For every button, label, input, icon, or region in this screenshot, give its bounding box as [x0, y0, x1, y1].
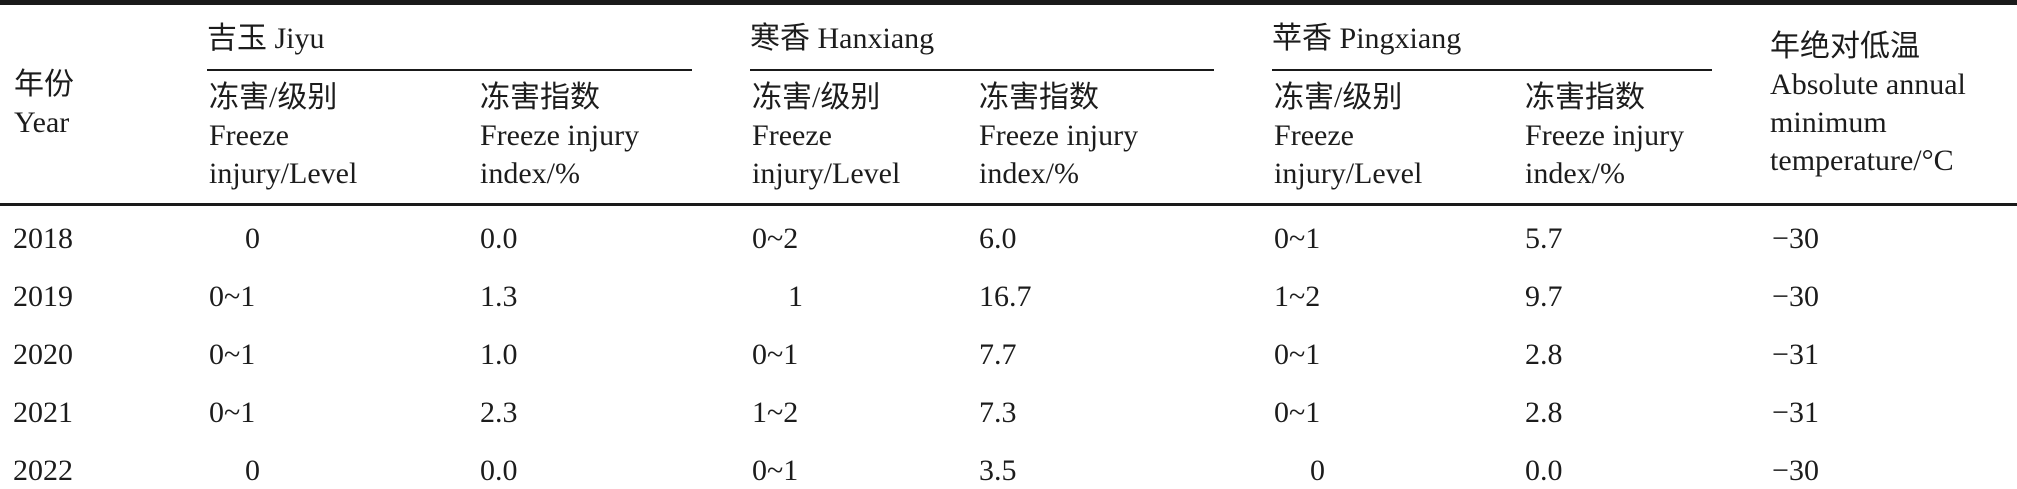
sub-index-en-1: Freeze injury: [1525, 119, 1685, 152]
cell-pingxiang-index: 5.7: [1525, 222, 1563, 255]
cell-jiyu-index: 1.0: [480, 338, 518, 371]
cell-jiyu-index: 0.0: [480, 454, 518, 487]
sub-index-en-2: index/%: [979, 157, 1079, 190]
cell-pingxiang-level: 0: [1310, 454, 1326, 487]
cell-jiyu-level: 0: [245, 454, 260, 487]
sub-index-en-1: Freeze injury: [979, 119, 1139, 152]
sub-header-row: 冻害/级别 Freeze injury/Level 冻害指数 Freeze in…: [0, 71, 2017, 206]
sub-level-en-1: Freeze: [752, 119, 832, 152]
cell-pingxiang-level: 0~1: [1274, 338, 1321, 371]
table-row-2021: 2021 0~1 2.3 1~2 7.3 0~1 2.8 −31: [0, 384, 2017, 442]
cell-hanxiang-level: 1~2: [752, 396, 799, 429]
year-header-en: Year: [14, 106, 70, 139]
table-header: 年份 Year 吉玉 Jiyu 寒香 Hanxiang 苹香 Pingxiang…: [0, 2, 2017, 206]
cell-temp: −30: [1772, 222, 1819, 255]
cell-year: 2018: [13, 222, 73, 255]
sub-level-en-2: injury/Level: [209, 157, 358, 190]
cell-year: 2022: [13, 454, 73, 487]
cell-jiyu-index: 1.3: [480, 280, 518, 313]
sub-index-zh: 冻害指数: [480, 81, 600, 114]
cell-pingxiang-index: 9.7: [1525, 280, 1563, 313]
cell-pingxiang-index: 2.8: [1525, 396, 1563, 429]
cell-temp: −31: [1772, 338, 1819, 371]
temp-header-en-3: temperature/°C: [1770, 144, 1954, 177]
cell-hanxiang-index: 7.7: [979, 338, 1017, 371]
cell-hanxiang-level: 0~1: [752, 338, 799, 371]
cell-pingxiang-level: 1~2: [1274, 280, 1321, 313]
cell-hanxiang-index: 7.3: [979, 396, 1017, 429]
sub-level-en-2: injury/Level: [752, 157, 901, 190]
sub-index-zh: 冻害指数: [1525, 81, 1646, 114]
sub-index-en-2: index/%: [1525, 157, 1626, 190]
sub-level-zh: 冻害/级别: [752, 81, 881, 114]
table-body: 2018 0 0.0 0~2 6.0 0~1 5.7 −30 2019 0~1 …: [0, 205, 2017, 489]
cell-hanxiang-index: 3.5: [979, 454, 1017, 487]
table-row-2018: 2018 0 0.0 0~2 6.0 0~1 5.7 −30: [0, 205, 2017, 269]
group-label-pingxiang: 苹香 Pingxiang: [1272, 13, 1713, 71]
table-row-2022: 2022 0 0.0 0~1 3.5 0 0.0 −30: [0, 442, 2017, 489]
temp-header-en-2: minimum: [1770, 106, 1887, 139]
cell-hanxiang-level: 1: [788, 280, 804, 313]
cell-hanxiang-index: 16.7: [979, 280, 1032, 313]
sub-index-zh: 冻害指数: [979, 81, 1100, 114]
cell-temp: −31: [1772, 396, 1819, 429]
temp-header-en-1: Absolute annual: [1770, 68, 1966, 101]
cell-jiyu-level: 0~1: [209, 396, 256, 429]
temp-header-zh: 年绝对低温: [1770, 30, 1921, 63]
cell-jiyu-level: 0: [245, 222, 260, 255]
cell-jiyu-level: 0~1: [209, 338, 256, 371]
cell-year: 2020: [13, 338, 73, 371]
group-header-hanxiang: 寒香 Hanxiang: [750, 3, 1272, 71]
cell-temp: −30: [1772, 454, 1819, 487]
pingxiang-level-header: 冻害/级别 Freeze injury/Level: [1272, 71, 1524, 206]
year-column-header: 年份 Year: [0, 2, 207, 206]
group-header-row: 年份 Year 吉玉 Jiyu 寒香 Hanxiang 苹香 Pingxiang…: [0, 2, 2017, 206]
hanxiang-level-header: 冻害/级别 Freeze injury/Level: [750, 71, 978, 206]
cell-hanxiang-level: 0~2: [752, 222, 799, 255]
temperature-column-header: 年绝对低温 Absolute annual minimum temperatur…: [1770, 2, 2017, 206]
cell-jiyu-index: 2.3: [480, 396, 518, 429]
sub-index-en-2: index/%: [480, 157, 580, 190]
cell-pingxiang-level: 0~1: [1274, 396, 1321, 429]
cell-year: 2019: [13, 280, 73, 313]
group-header-pingxiang: 苹香 Pingxiang: [1272, 3, 1770, 71]
cell-pingxiang-level: 0~1: [1274, 222, 1321, 255]
cell-hanxiang-level: 0~1: [752, 454, 799, 487]
sub-level-en-2: injury/Level: [1274, 157, 1423, 190]
cell-jiyu-index: 0.0: [480, 222, 518, 255]
cell-year: 2021: [13, 396, 73, 429]
sub-level-zh: 冻害/级别: [1274, 81, 1403, 114]
jiyu-level-header: 冻害/级别 Freeze injury/Level: [207, 71, 478, 206]
table-row-2019: 2019 0~1 1.3 1 16.7 1~2 9.7 −30: [0, 268, 2017, 326]
cell-pingxiang-index: 0.0: [1525, 454, 1563, 487]
group-label-jiyu: 吉玉 Jiyu: [207, 13, 693, 71]
pingxiang-index-header: 冻害指数 Freeze injury index/%: [1523, 71, 1771, 206]
group-label-hanxiang: 寒香 Hanxiang: [750, 13, 1215, 71]
cell-hanxiang-index: 6.0: [979, 222, 1017, 255]
sub-index-en-1: Freeze injury: [480, 119, 640, 152]
cell-temp: −30: [1772, 280, 1819, 313]
cell-pingxiang-index: 2.8: [1525, 338, 1563, 371]
sub-level-en-1: Freeze: [1274, 119, 1354, 152]
group-header-jiyu: 吉玉 Jiyu: [207, 3, 750, 71]
hanxiang-index-header: 冻害指数 Freeze injury index/%: [977, 71, 1273, 206]
table-row-2020: 2020 0~1 1.0 0~1 7.7 0~1 2.8 −31: [0, 326, 2017, 384]
sub-level-en-1: Freeze: [209, 119, 289, 152]
year-header-zh: 年份: [14, 68, 74, 101]
cell-jiyu-level: 0~1: [209, 280, 256, 313]
jiyu-index-header: 冻害指数 Freeze injury index/%: [478, 71, 751, 206]
sub-level-zh: 冻害/级别: [209, 81, 338, 114]
